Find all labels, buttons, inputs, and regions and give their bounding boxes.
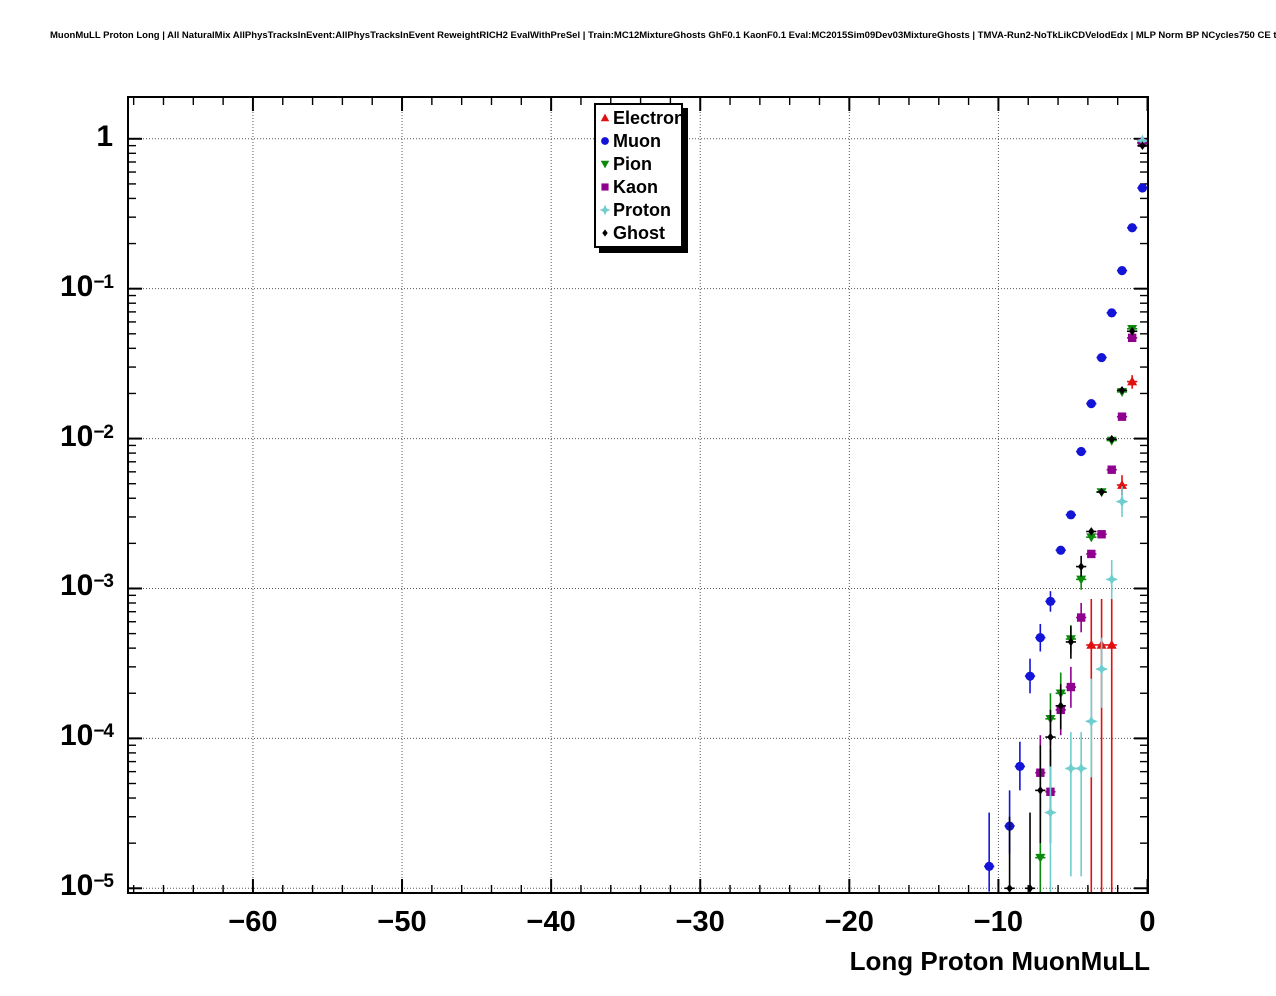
data-point-ghost (1037, 786, 1044, 795)
data-point-proton (1115, 495, 1129, 508)
series-ghost (1004, 141, 1148, 893)
y-axis-label: 10−2 (59, 419, 114, 453)
y-axis-label: 10−4 (59, 719, 114, 753)
data-point-ghost (1088, 527, 1095, 536)
data-point-ghost (1139, 141, 1146, 150)
legend-item-pion: Pion (598, 152, 681, 175)
legend-item-muon: Muon (598, 129, 681, 152)
data-point-proton (1074, 762, 1088, 775)
data-point-pion (1086, 533, 1097, 543)
data-point-muon (1066, 510, 1076, 520)
data-point-muon (1076, 446, 1086, 457)
data-point-ghost (1067, 637, 1075, 647)
data-point-ghost (1108, 434, 1115, 444)
data-point-proton (1084, 714, 1098, 728)
data-point-muon (1015, 761, 1025, 772)
y-axis-label: 10−5 (59, 869, 114, 903)
axis-ticks (128, 97, 1149, 893)
data-point-electron (1117, 479, 1128, 489)
data-point-kaon (1107, 465, 1116, 474)
kaon-marker-icon (598, 179, 613, 195)
data-point-muon (1137, 183, 1148, 193)
y-axis-label: 10−3 (59, 569, 114, 603)
data-point-electron (1127, 376, 1138, 386)
data-point-muon (1096, 352, 1107, 363)
data-point-muon (1107, 308, 1117, 318)
grid (128, 97, 1148, 893)
data-point-kaon (1117, 412, 1127, 421)
y-axis-label: 10−1 (59, 269, 114, 303)
plot-frame (127, 96, 1149, 894)
x-axis-tick-label: −10 (973, 906, 1024, 938)
data-point-kaon (1127, 333, 1137, 343)
data-point-pion (1035, 853, 1046, 863)
muon-marker-icon (598, 133, 613, 149)
x-axis-tick-label: −30 (675, 906, 725, 938)
data-point-muon (984, 861, 994, 871)
data-point-ghost (1098, 487, 1105, 497)
series-electron (1086, 137, 1148, 893)
data-point-muon (1117, 266, 1127, 276)
legend-item-ghost: Ghost (598, 222, 681, 245)
x-axis-tick-label: −60 (228, 906, 278, 938)
legend-item-label: Electron (613, 107, 686, 128)
data-point-kaon (1087, 549, 1096, 559)
data-point-proton (1044, 806, 1057, 819)
legend-item-label: Ghost (613, 223, 665, 244)
legend-item-electron: Electron (598, 106, 685, 129)
x-axis-tick-label: 0 (1139, 906, 1156, 938)
pion-marker-icon (598, 156, 613, 172)
data-point-ghost (1047, 732, 1054, 742)
data-point-muon (1035, 633, 1045, 643)
legend-item-label: Muon (613, 130, 661, 151)
data-point-muon (1045, 596, 1056, 606)
data-point-kaon (1076, 613, 1086, 622)
data-point-proton (1105, 573, 1119, 586)
data-point-ghost (1057, 701, 1064, 711)
legend-item-kaon: Kaon (598, 176, 681, 199)
x-axis-title: Long Proton MuonMuLL (849, 946, 1150, 976)
x-axis-tick-label: −20 (824, 906, 874, 938)
data-point-muon (1127, 223, 1137, 233)
data-point-ghost (1026, 883, 1034, 893)
proton-marker-icon (598, 202, 613, 218)
data-point-electron (1106, 639, 1117, 649)
data-point-ghost (1118, 385, 1126, 395)
plot-title: MuonMuLL Proton Long | All NaturalMix Al… (50, 30, 1276, 41)
y-axis-label: 1 (96, 119, 113, 153)
data-point-proton (1095, 662, 1108, 676)
legend-item-proton: Proton (598, 199, 681, 222)
legend: Electron Muon Pion Kaon Proton Ghost (594, 103, 685, 248)
data-point-pion (1076, 575, 1087, 585)
data-point-proton (1064, 762, 1078, 775)
legend-item-label: Pion (613, 153, 652, 174)
data-point-ghost (1006, 883, 1013, 893)
series-muon (984, 183, 1148, 892)
legend-item-label: Proton (613, 200, 671, 221)
data-point-muon (1025, 671, 1035, 681)
electron-marker-icon (598, 110, 613, 126)
data-point-ghost (1077, 562, 1085, 571)
data-point-electron (1086, 639, 1097, 649)
data-point-ghost (1128, 326, 1136, 336)
data-point-muon (1086, 399, 1096, 409)
data-series (984, 134, 1148, 893)
data-point-kaon (1066, 682, 1076, 692)
legend-item-label: Kaon (613, 177, 658, 198)
ghost-marker-icon (598, 225, 613, 241)
data-point-proton (1136, 134, 1148, 148)
data-point-muon (1056, 545, 1066, 555)
data-point-kaon (1097, 530, 1106, 539)
x-axis-tick-label: −40 (526, 906, 576, 938)
x-axis-tick-label: −50 (377, 906, 427, 938)
series-proton (1044, 134, 1148, 893)
